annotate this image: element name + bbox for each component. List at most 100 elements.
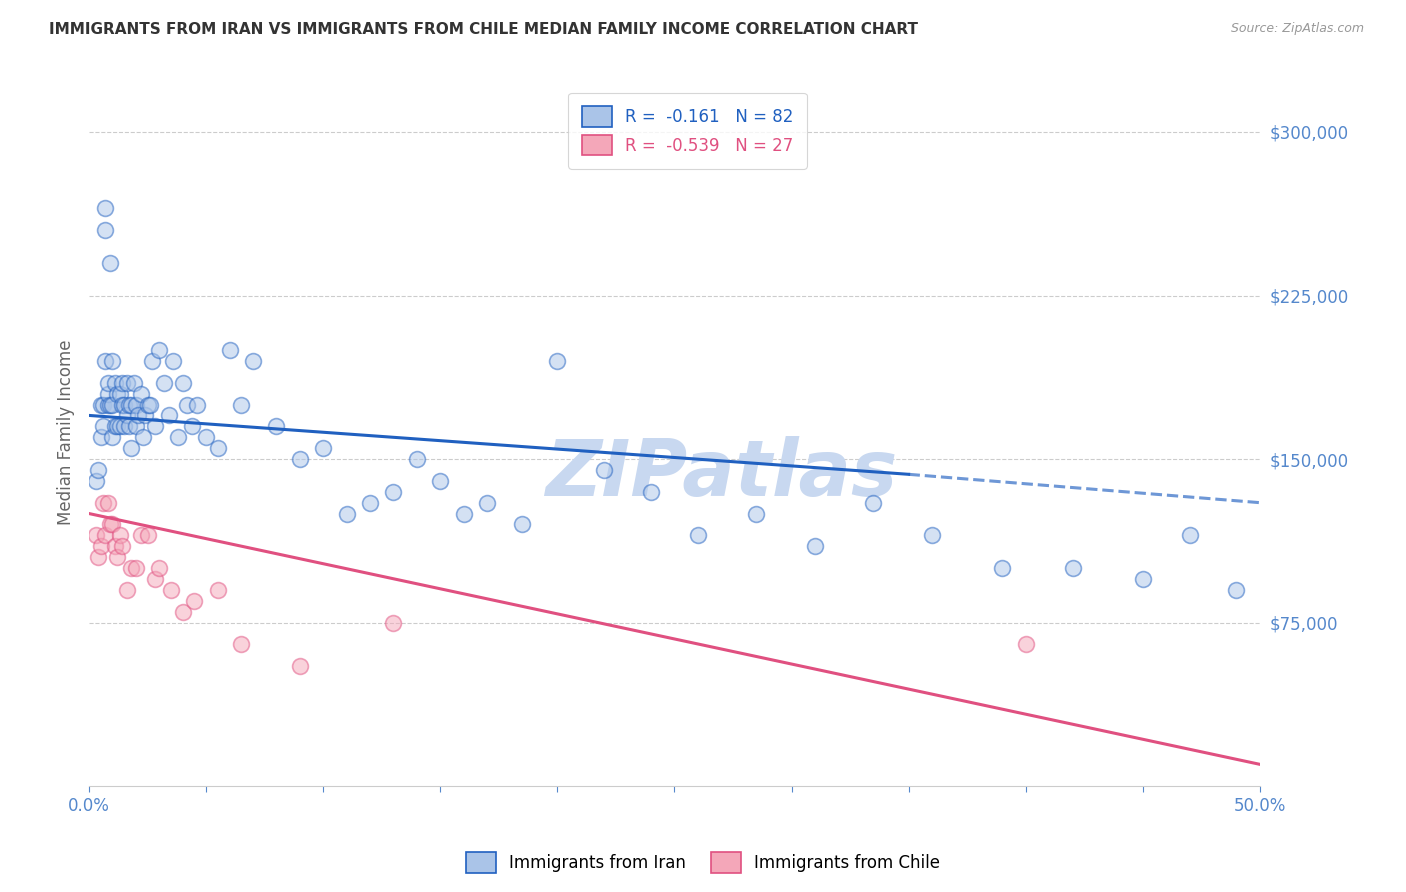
Point	[288, 659, 311, 673]
Point	[97, 386, 120, 401]
Point	[104, 539, 127, 553]
Point	[242, 354, 264, 368]
Point	[134, 409, 156, 423]
Point	[172, 376, 194, 390]
Point	[94, 528, 117, 542]
Point	[157, 409, 180, 423]
Point	[105, 419, 128, 434]
Point	[101, 430, 124, 444]
Point	[143, 419, 166, 434]
Point	[101, 398, 124, 412]
Point	[172, 605, 194, 619]
Point	[97, 376, 120, 390]
Legend: Immigrants from Iran, Immigrants from Chile: Immigrants from Iran, Immigrants from Ch…	[460, 846, 946, 880]
Text: IMMIGRANTS FROM IRAN VS IMMIGRANTS FROM CHILE MEDIAN FAMILY INCOME CORRELATION C: IMMIGRANTS FROM IRAN VS IMMIGRANTS FROM …	[49, 22, 918, 37]
Point	[91, 398, 114, 412]
Point	[453, 507, 475, 521]
Point	[153, 376, 176, 390]
Point	[382, 615, 405, 630]
Point	[136, 398, 159, 412]
Point	[115, 376, 138, 390]
Point	[129, 386, 152, 401]
Point	[862, 496, 884, 510]
Point	[111, 376, 134, 390]
Point	[162, 354, 184, 368]
Point	[94, 223, 117, 237]
Point	[94, 354, 117, 368]
Point	[266, 419, 288, 434]
Point	[132, 430, 155, 444]
Point	[475, 496, 498, 510]
Point	[1062, 561, 1084, 575]
Point	[91, 496, 114, 510]
Point	[991, 561, 1014, 575]
Point	[112, 419, 135, 434]
Point	[108, 386, 131, 401]
Point	[139, 398, 162, 412]
Point	[91, 419, 114, 434]
Point	[122, 376, 145, 390]
Point	[97, 398, 120, 412]
Text: Source: ZipAtlas.com: Source: ZipAtlas.com	[1230, 22, 1364, 36]
Point	[98, 398, 121, 412]
Point	[125, 561, 148, 575]
Point	[84, 474, 107, 488]
Point	[359, 496, 381, 510]
Point	[112, 398, 135, 412]
Point	[108, 528, 131, 542]
Point	[104, 376, 127, 390]
Point	[125, 398, 148, 412]
Point	[312, 441, 335, 455]
Point	[745, 507, 768, 521]
Point	[148, 343, 170, 357]
Point	[336, 507, 359, 521]
Point	[183, 594, 205, 608]
Point	[111, 398, 134, 412]
Point	[231, 637, 253, 651]
Point	[90, 398, 112, 412]
Point	[115, 409, 138, 423]
Point	[141, 354, 163, 368]
Point	[640, 484, 662, 499]
Point	[118, 419, 141, 434]
Point	[1178, 528, 1201, 542]
Point	[148, 561, 170, 575]
Point	[90, 539, 112, 553]
Point	[195, 430, 218, 444]
Point	[87, 463, 110, 477]
Point	[176, 398, 198, 412]
Point	[686, 528, 709, 542]
Point	[97, 496, 120, 510]
Point	[120, 441, 142, 455]
Point	[143, 572, 166, 586]
Point	[546, 354, 568, 368]
Point	[98, 256, 121, 270]
Point	[105, 386, 128, 401]
Point	[129, 528, 152, 542]
Point	[510, 517, 533, 532]
Point	[921, 528, 943, 542]
Point	[115, 582, 138, 597]
Point	[87, 550, 110, 565]
Y-axis label: Median Family Income: Median Family Income	[58, 339, 75, 524]
Point	[207, 441, 229, 455]
Point	[111, 539, 134, 553]
Point	[136, 528, 159, 542]
Point	[207, 582, 229, 597]
Point	[181, 419, 204, 434]
Point	[1132, 572, 1154, 586]
Point	[108, 419, 131, 434]
Point	[186, 398, 208, 412]
Point	[104, 419, 127, 434]
Point	[120, 561, 142, 575]
Point	[101, 517, 124, 532]
Point	[98, 517, 121, 532]
Point	[218, 343, 240, 357]
Point	[120, 398, 142, 412]
Point	[231, 398, 253, 412]
Point	[804, 539, 827, 553]
Point	[90, 430, 112, 444]
Point	[288, 452, 311, 467]
Point	[429, 474, 451, 488]
Point	[127, 409, 149, 423]
